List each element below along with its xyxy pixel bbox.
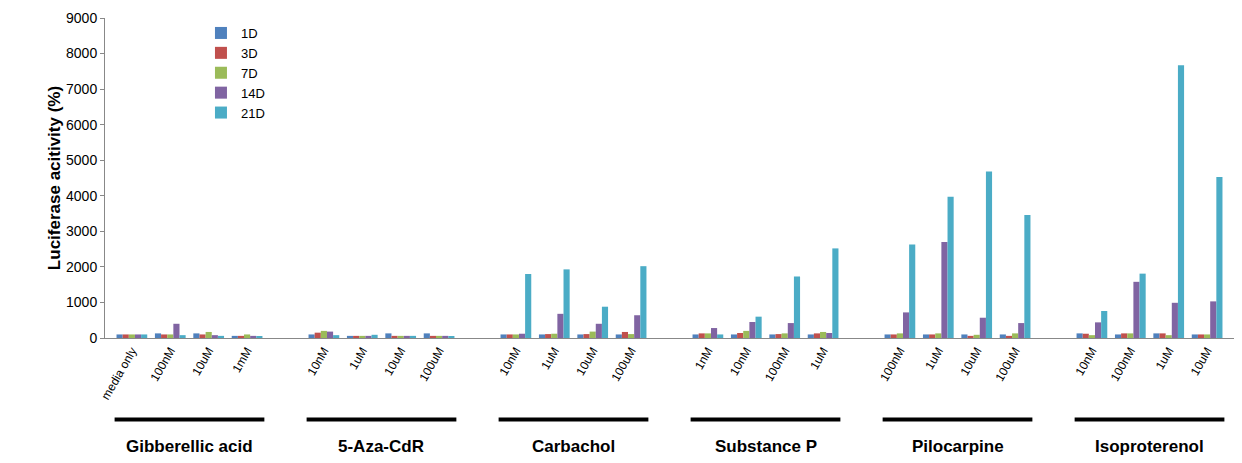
svg-text:6000: 6000 xyxy=(66,117,97,133)
svg-text:1uM: 1uM xyxy=(1153,345,1177,372)
svg-text:0: 0 xyxy=(89,330,97,346)
svg-text:1uM: 1uM xyxy=(922,345,946,372)
svg-text:7D: 7D xyxy=(241,66,258,81)
svg-text:5-Aza-CdR: 5-Aza-CdR xyxy=(338,437,424,456)
svg-text:10nM: 10nM xyxy=(727,345,754,378)
svg-text:1uM: 1uM xyxy=(346,345,370,372)
svg-text:100uM: 100uM xyxy=(416,345,446,384)
svg-text:Carbachol: Carbachol xyxy=(532,437,615,456)
svg-text:1uM: 1uM xyxy=(807,345,831,372)
svg-text:Substance P: Substance P xyxy=(715,437,817,456)
svg-text:2000: 2000 xyxy=(66,259,97,275)
svg-text:7000: 7000 xyxy=(66,81,97,97)
svg-text:Isoproterenol: Isoproterenol xyxy=(1095,437,1204,456)
svg-text:3000: 3000 xyxy=(66,223,97,239)
svg-text:10uM: 10uM xyxy=(1188,345,1215,378)
svg-text:1D: 1D xyxy=(241,26,258,41)
svg-text:10uM: 10uM xyxy=(381,345,408,378)
svg-text:1uM: 1uM xyxy=(538,345,562,372)
svg-text:9000: 9000 xyxy=(66,10,97,26)
svg-text:Luciferase acitivity (%): Luciferase acitivity (%) xyxy=(45,86,64,270)
svg-text:10nM: 10nM xyxy=(305,345,332,378)
svg-text:100nM: 100nM xyxy=(148,345,178,384)
svg-text:10uM: 10uM xyxy=(957,345,984,378)
svg-text:100nM: 100nM xyxy=(1108,345,1138,384)
svg-text:4000: 4000 xyxy=(66,188,97,204)
svg-text:10uM: 10uM xyxy=(573,345,600,378)
svg-text:3D: 3D xyxy=(241,46,258,61)
svg-text:10nM: 10nM xyxy=(1073,345,1100,378)
svg-text:5000: 5000 xyxy=(66,152,97,168)
svg-text:8000: 8000 xyxy=(66,45,97,61)
svg-text:1mM: 1mM xyxy=(229,345,254,375)
svg-text:10nM: 10nM xyxy=(497,345,524,378)
svg-text:100uM: 100uM xyxy=(992,345,1022,384)
svg-text:21D: 21D xyxy=(241,106,265,121)
svg-text:media only: media only xyxy=(99,345,140,402)
svg-text:1nM: 1nM xyxy=(692,345,716,372)
svg-text:100uM: 100uM xyxy=(608,345,638,384)
svg-text:10uM: 10uM xyxy=(189,345,216,378)
svg-text:100nM: 100nM xyxy=(762,345,792,384)
svg-text:1000: 1000 xyxy=(66,294,97,310)
svg-text:100nM: 100nM xyxy=(877,345,907,384)
svg-text:Pilocarpine: Pilocarpine xyxy=(912,437,1004,456)
svg-text:Gibberellic acid: Gibberellic acid xyxy=(126,437,253,456)
svg-text:14D: 14D xyxy=(241,86,265,101)
